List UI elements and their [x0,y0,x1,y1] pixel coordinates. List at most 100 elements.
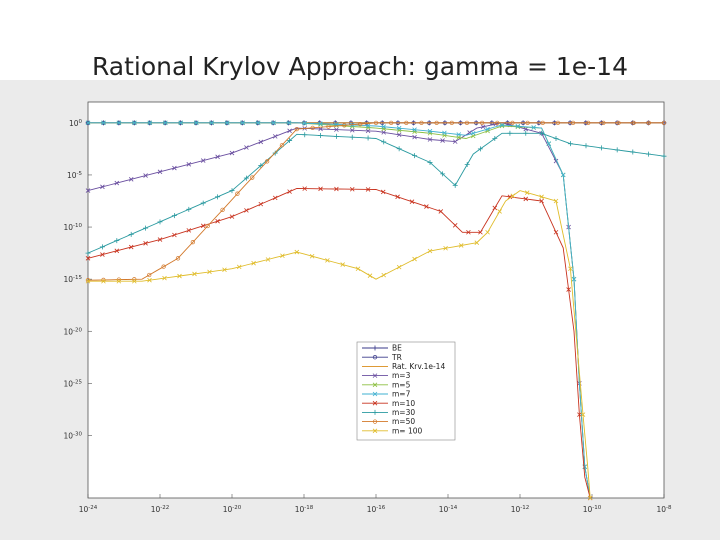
series-marker [492,135,498,141]
legend-entry: Rat. Krv.1e-14 [362,362,445,371]
series-marker [553,135,559,141]
series-marker [419,120,424,125]
series-marker [85,278,91,283]
series-6 [85,186,593,501]
legend-label: m= 100 [392,426,423,435]
series-marker [224,120,230,126]
y-tick-label: 10-25 [63,379,82,388]
y-tick-label: 10-5 [67,171,83,180]
series-marker [616,120,621,125]
series-marker [286,120,292,126]
convergence-plot: 10-24 10-22 10-20 10-18 10-16 10-14 10-12 10-10… [63,101,672,514]
series-marker [440,138,445,143]
series-marker [412,127,417,132]
series-marker [515,123,521,129]
series-marker [326,124,331,129]
series-marker [570,120,576,125]
series-marker [381,126,386,132]
series-marker [205,223,210,229]
series-marker [100,252,105,257]
series-marker [280,253,285,259]
series-marker [645,151,651,157]
series-marker [477,146,483,152]
series-marker [427,137,433,142]
legend-marker [372,400,378,406]
series-marker [449,120,454,125]
series-marker [539,198,544,204]
series-marker [222,267,227,273]
series-marker [132,120,137,126]
series-marker [229,150,235,156]
series-marker [424,204,429,209]
series-marker [243,175,249,181]
series-marker [478,229,483,235]
series-marker [114,180,120,186]
x-tick-label: 10-8 [656,505,672,514]
series-marker [190,240,196,245]
series-marker [631,120,636,125]
series-marker [567,141,573,147]
series-marker [302,132,308,138]
series-marker [294,126,299,132]
legend-entry: m=10 [362,399,415,408]
series-7 [85,130,667,256]
series-marker [264,159,270,164]
series-marker [396,128,402,133]
series-marker [101,278,106,284]
series-marker [147,272,152,278]
series-marker [244,208,249,213]
figure-panel: 10-24 10-22 10-20 10-18 10-16 10-14 10-12 10-10… [0,80,720,540]
series-marker [427,130,433,136]
series-marker [143,225,149,231]
series-marker [349,127,355,133]
series-marker [485,126,490,132]
series-marker [186,162,192,167]
series-marker [523,130,529,136]
series-marker [220,207,225,213]
y-tick-label: 10-15 [63,275,82,284]
series-marker [265,257,271,262]
legend-entry: m=3 [362,371,411,380]
series-marker [128,231,134,237]
series-9 [85,190,593,501]
series-marker [318,121,323,127]
series-layer [85,120,667,501]
series-marker [464,162,470,168]
series-marker [186,206,192,212]
x-tick-label: 10-16 [367,505,386,514]
series-marker [172,165,177,171]
y-tick-label: 100 [69,119,83,128]
legend-marker [372,355,378,360]
legend-entry: BE [362,344,402,353]
series-marker [515,124,521,130]
series-marker [272,134,278,139]
series-marker [427,248,433,254]
series-marker [215,154,220,160]
series-marker [381,139,387,145]
series-marker [101,120,106,126]
slide-title: Rational Krylov Approach: gamma = 1e-14 [91,52,628,81]
x-tick-label: 10-12 [511,505,530,514]
series-marker [157,219,163,225]
legend-label: Rat. Krv.1e-14 [392,362,445,371]
series-marker [147,120,153,126]
legend-label: TR [391,353,402,362]
legend-entry: m=7 [362,390,411,399]
series-marker [349,134,355,140]
legend-label: m=7 [392,390,411,399]
series-marker [318,133,324,139]
series-marker [365,135,371,141]
series-marker [452,182,458,188]
series-marker [427,159,433,165]
legend-entry: m=50 [362,417,415,426]
series-marker [128,244,134,250]
series-marker [412,129,417,135]
series-marker [258,201,264,207]
legend-entry: m=30 [362,408,415,417]
series-marker [510,120,515,125]
series-marker [177,273,182,279]
series-marker [236,264,242,270]
legend-label: m=30 [392,408,415,417]
series-marker [116,120,122,126]
series-marker [85,250,91,256]
